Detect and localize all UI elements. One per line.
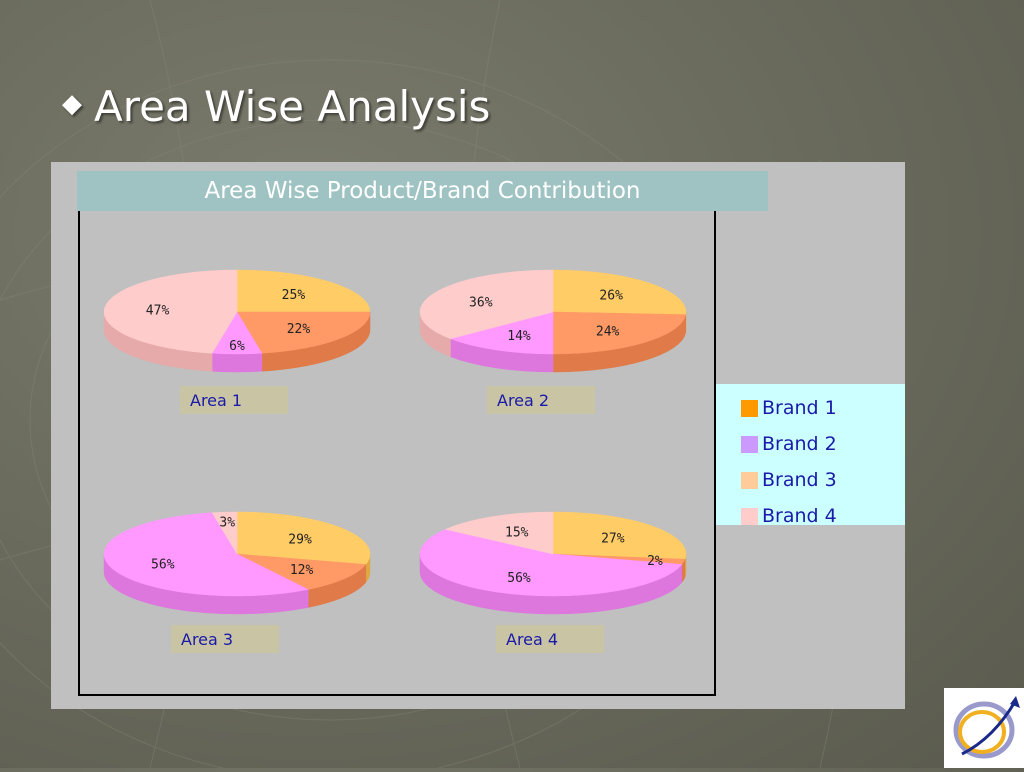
pie-area-1: 25% 22% 6% 47%	[104, 270, 370, 372]
legend-label: Brand 3	[762, 469, 837, 491]
pie-slice-label: 15%	[505, 526, 529, 541]
pie-slice-label: 24%	[596, 324, 620, 339]
pie-slice-label: 3%	[219, 515, 235, 530]
globe-arrow-logo-icon	[944, 688, 1024, 768]
legend-swatch	[741, 436, 758, 453]
area-1-label: Area 1	[180, 386, 288, 414]
pie-slice-label: 22%	[287, 322, 311, 337]
legend-item-brand-1: Brand 1	[716, 390, 905, 426]
pie-slice-label: 6%	[229, 339, 245, 354]
pie-slice-label: 26%	[599, 289, 623, 304]
slide-title: ◆ Area Wise Analysis	[62, 76, 490, 136]
pie-slice-label: 14%	[507, 329, 531, 344]
pie-slice-side	[212, 353, 262, 372]
legend-label: Brand 1	[762, 397, 837, 419]
pie-area-4: 27% 2% 56% 15%	[420, 512, 686, 614]
legend-swatch	[741, 400, 758, 417]
legend-item-brand-3: Brand 3	[716, 462, 905, 498]
pie-area-3: 29% 12% 56% 3%	[104, 512, 370, 614]
chart-legend: Brand 1 Brand 2 Brand 3 Brand 4	[716, 384, 905, 525]
area-4-label: Area 4	[496, 625, 604, 653]
pie-slice-label: 12%	[290, 563, 314, 578]
legend-swatch	[741, 508, 758, 525]
slide-title-text: Area Wise Analysis	[94, 82, 490, 131]
pie-slice-label: 29%	[288, 533, 312, 548]
area-3-label: Area 3	[171, 625, 279, 653]
pie-slice-label: 2%	[647, 554, 663, 569]
legend-swatch	[741, 472, 758, 489]
legend-label: Brand 4	[762, 505, 837, 527]
company-logo	[944, 688, 1024, 768]
pie-slice-label: 56%	[151, 557, 175, 572]
legend-item-brand-4: Brand 4	[716, 498, 905, 534]
legend-item-brand-2: Brand 2	[716, 426, 905, 462]
diamond-bullet-icon: ◆	[62, 89, 82, 119]
pie-slice-label: 25%	[282, 288, 306, 303]
pie-area-2: 26% 24% 14% 36%	[420, 270, 686, 372]
pie-slice-label: 56%	[507, 571, 531, 586]
pie-slice-label: 47%	[146, 304, 170, 319]
pie-slice-label: 27%	[601, 531, 625, 546]
area-2-label: Area 2	[487, 386, 595, 414]
pie-slice-label: 36%	[469, 295, 493, 310]
legend-label: Brand 2	[762, 433, 837, 455]
